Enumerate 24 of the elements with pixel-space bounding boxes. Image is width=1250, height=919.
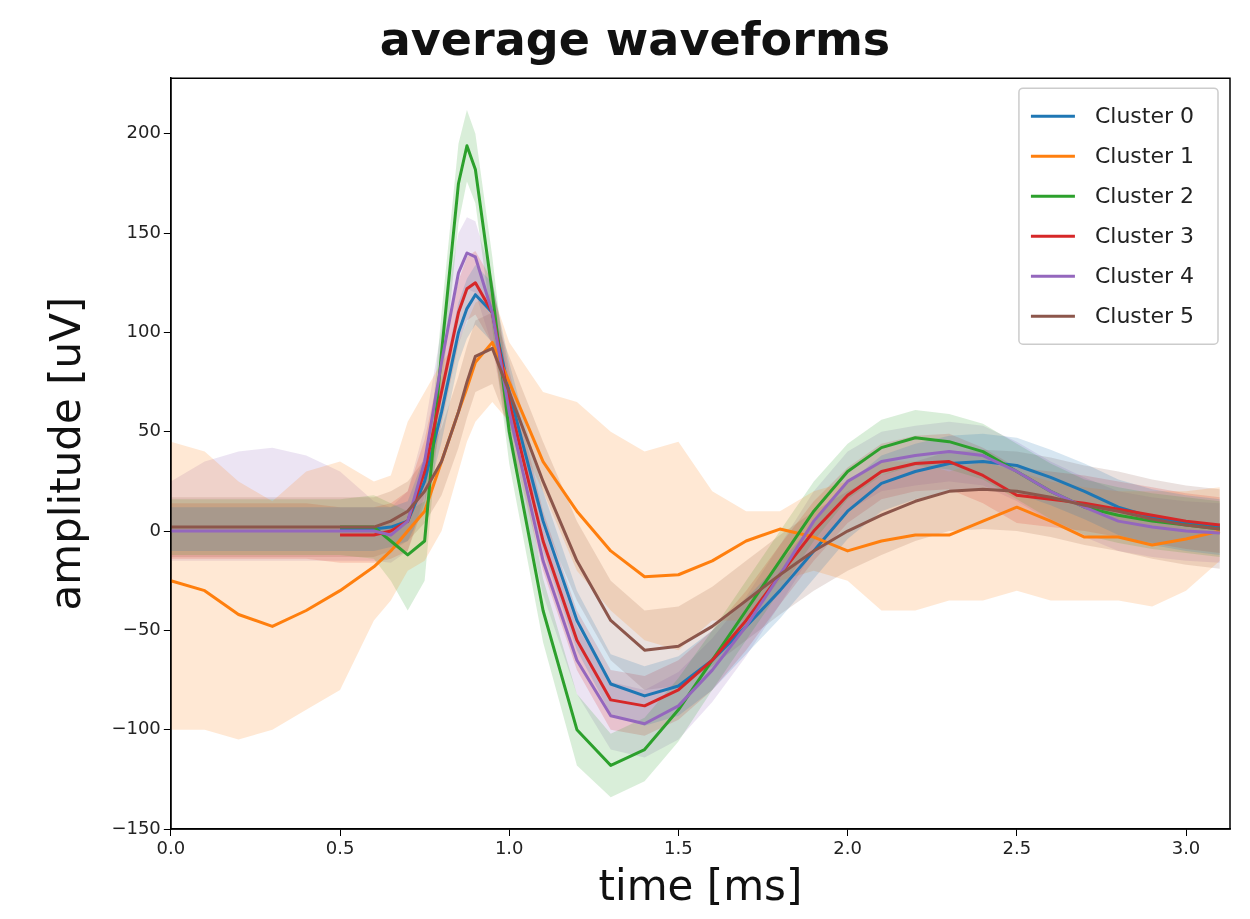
- x-tick-label: 2.5: [1002, 837, 1032, 859]
- y-tick-label: 150: [126, 220, 161, 242]
- x-axis-title: time [ms]: [598, 860, 803, 910]
- y-tick-label: −150: [111, 816, 161, 838]
- x-tick-label: 0.0: [156, 837, 186, 859]
- x-tick-label: 1.5: [664, 837, 693, 859]
- legend-label: Cluster 2: [1094, 182, 1194, 208]
- y-tick-label: 100: [126, 320, 161, 342]
- y-tick-label: 0: [149, 518, 161, 540]
- legend-label: Cluster 0: [1094, 102, 1194, 128]
- legend-label: Cluster 4: [1094, 262, 1194, 288]
- x-tick-label: 0.5: [325, 837, 355, 859]
- legend-label: Cluster 5: [1094, 302, 1194, 328]
- legend-label: Cluster 3: [1094, 222, 1194, 248]
- y-tick-label: 50: [137, 419, 161, 441]
- x-tick-label: 3.0: [1171, 837, 1201, 859]
- y-tick-label: −50: [122, 618, 161, 640]
- legend-label: Cluster 1: [1094, 142, 1194, 168]
- chart-title: average waveforms: [379, 11, 891, 66]
- x-tick-label: 2.0: [833, 837, 862, 859]
- y-tick-label: 200: [126, 121, 161, 143]
- y-tick-label: −100: [111, 717, 161, 739]
- x-tick-label: 1.0: [494, 837, 524, 859]
- y-axis-title: amplitude [uV]: [41, 296, 91, 611]
